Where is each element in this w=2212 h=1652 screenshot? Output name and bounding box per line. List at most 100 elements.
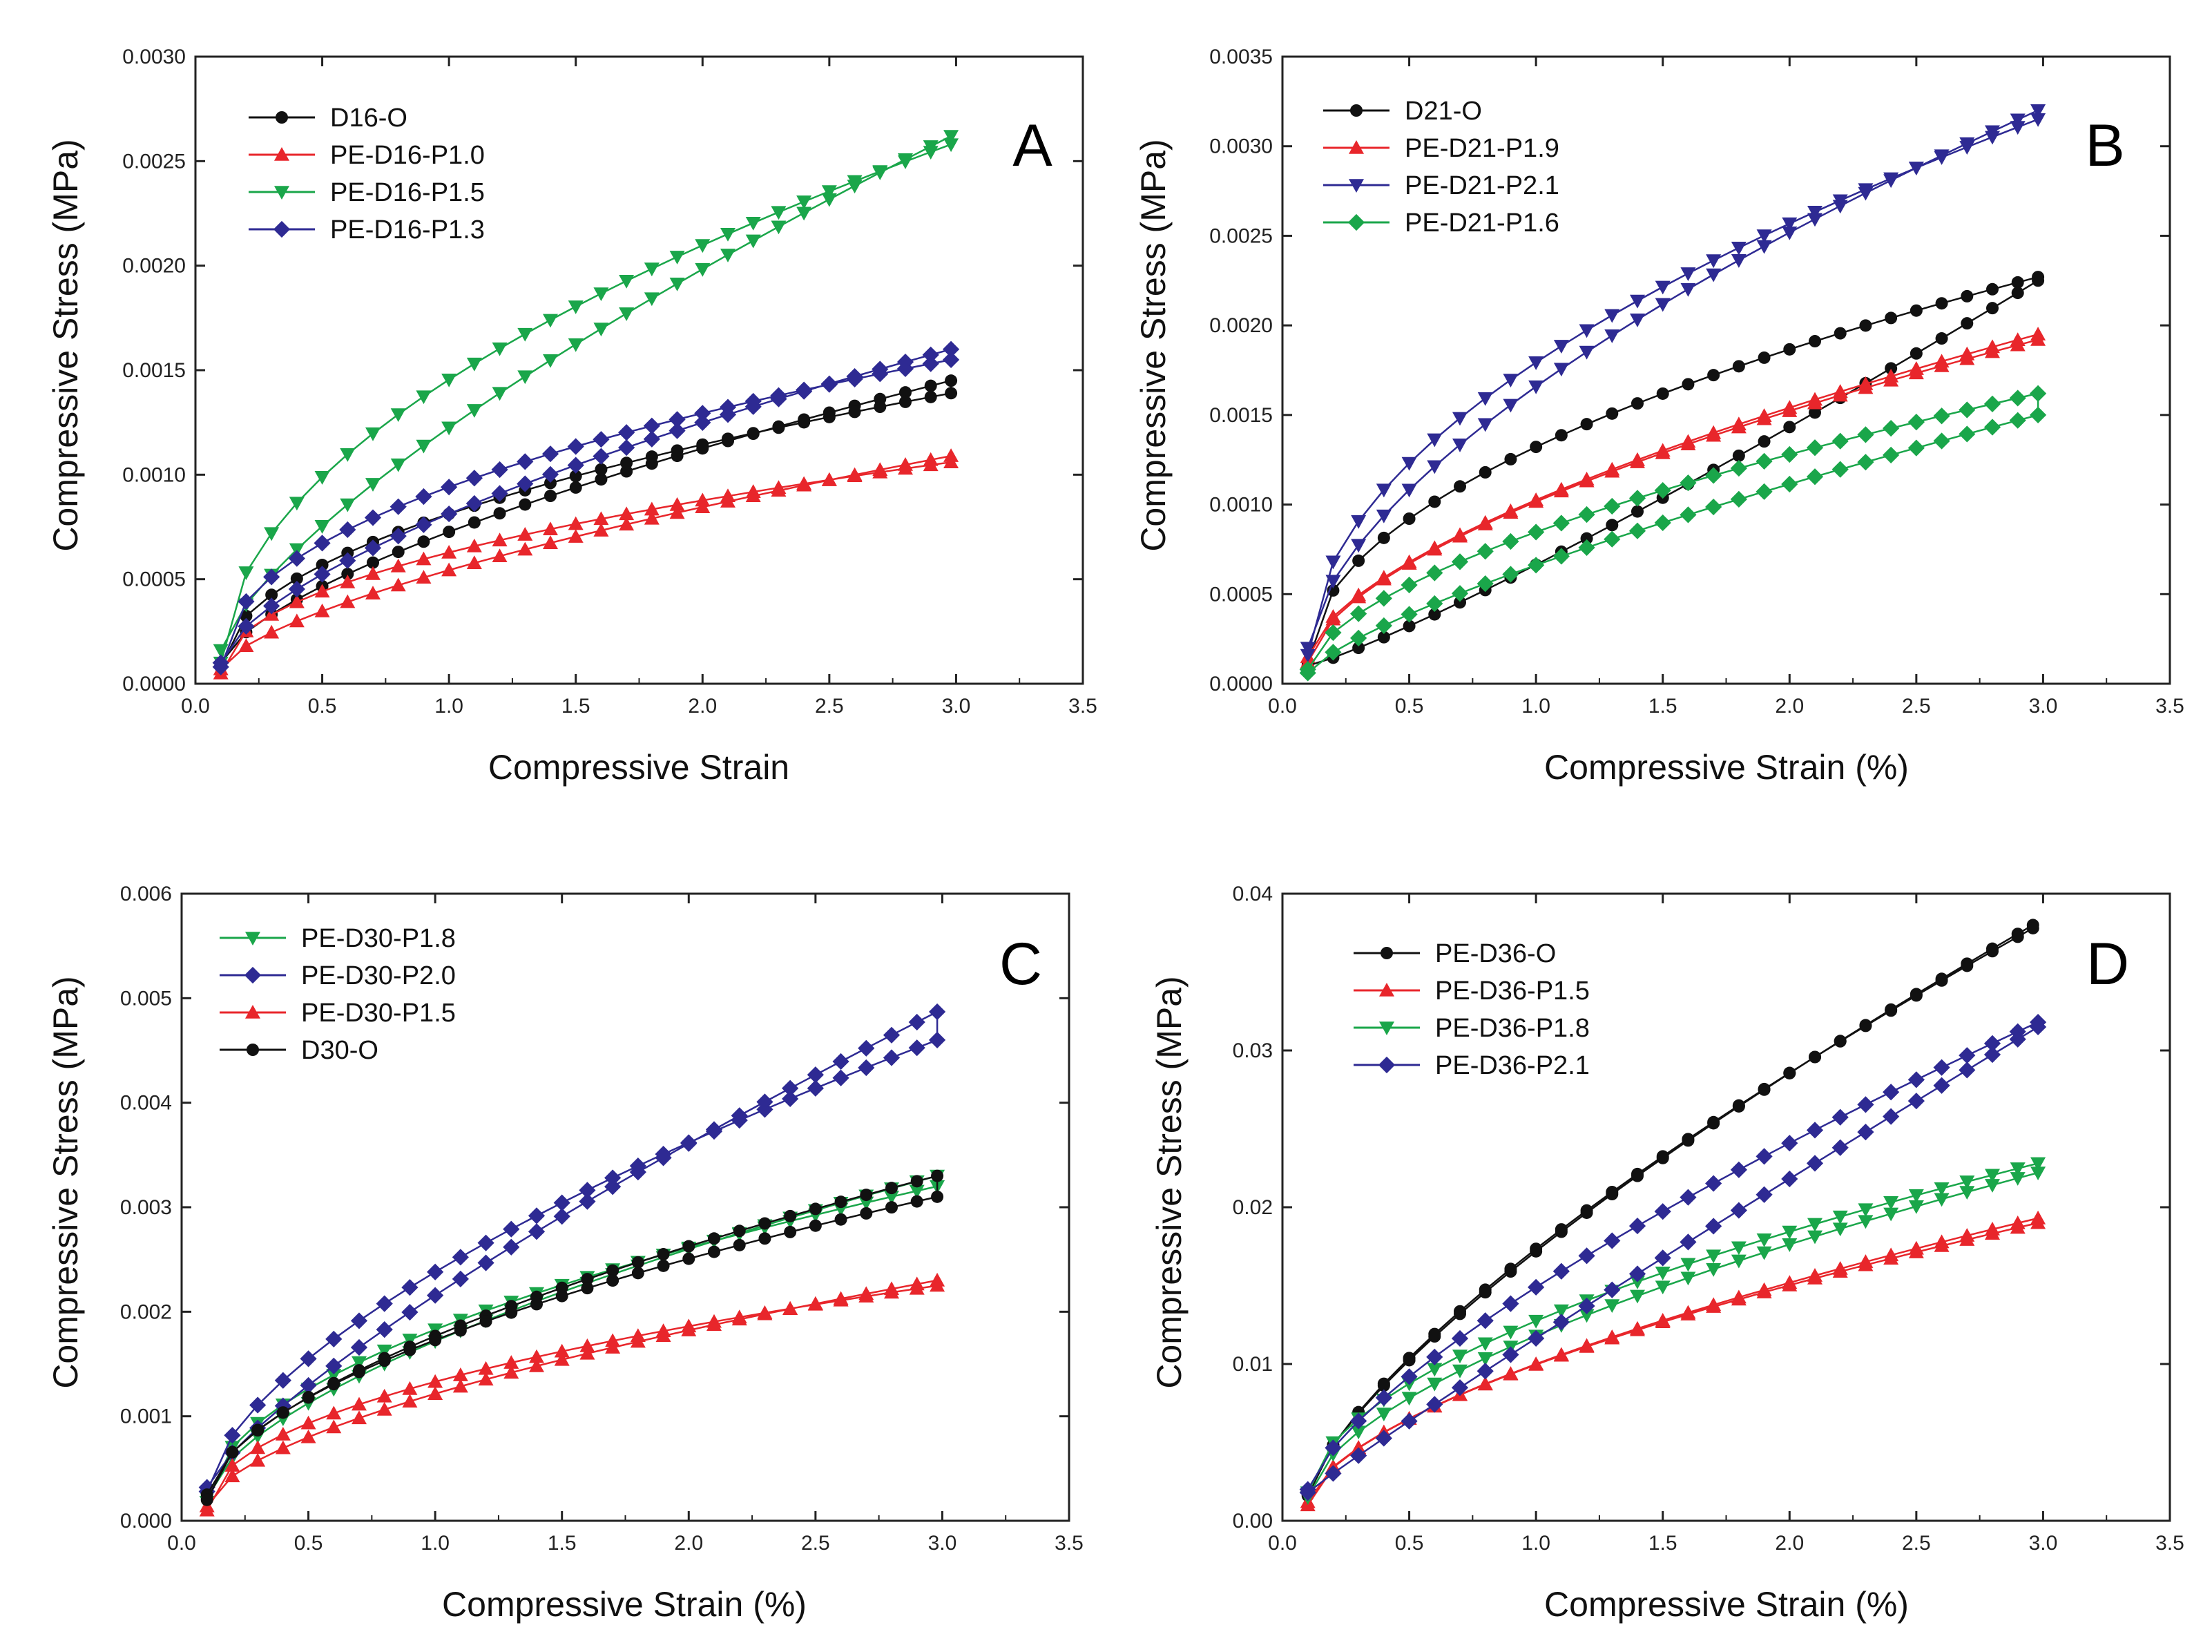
panel-c-data-point xyxy=(403,1343,416,1356)
panel-b-data-point xyxy=(1885,311,1898,325)
panel-b-data-point xyxy=(1680,282,1696,297)
panel-a-data-point xyxy=(517,327,533,342)
panel-c-data-point xyxy=(528,1207,546,1224)
panel-d-data-point xyxy=(2030,1166,2046,1181)
panel-d-xlabel: Compressive Strain (%) xyxy=(1544,1585,1909,1624)
panel-a-data-point xyxy=(543,521,558,535)
panel-d-data-point xyxy=(1350,1447,1367,1464)
panel-b-data-point xyxy=(1300,649,1316,663)
panel-b-data-point xyxy=(1907,414,1925,431)
panel-c-data-point xyxy=(275,1440,291,1454)
panel-c-data-point xyxy=(784,1209,797,1222)
panel-c-data-point xyxy=(581,1282,594,1295)
panel-a-data-point xyxy=(771,220,787,235)
panel-d-data-point xyxy=(1756,1285,1772,1298)
panel-a-xlabel: Compressive Strain xyxy=(488,748,789,787)
panel-b-legend-label: PE-D21-P1.6 xyxy=(1405,209,1559,238)
panel-b-data-point xyxy=(1705,498,1722,516)
panel-a-data-point xyxy=(517,370,533,385)
panel-a-data-point xyxy=(544,477,557,490)
panel-a-data-point xyxy=(263,568,280,586)
panel-d-data-point xyxy=(2009,1030,2026,1048)
panel-b-data-point xyxy=(1782,217,1798,231)
panel-b-data-point xyxy=(1325,575,1341,589)
panel-d-data-point xyxy=(1401,1412,1418,1430)
panel-d-ylabel: Compressive Stress (MPa) xyxy=(1150,976,1189,1388)
panel-a-data-point xyxy=(290,572,303,585)
panel-b-data-point xyxy=(1555,429,1568,442)
panel-d-data-point xyxy=(1758,1082,1771,1095)
panel-a-data-point xyxy=(517,453,534,470)
panel-b-data-point xyxy=(1730,490,1747,508)
panel-b-data-point xyxy=(1782,403,1798,417)
panel-b-data-point xyxy=(1756,411,1772,425)
panel-b-data-point xyxy=(1933,432,1950,450)
panel-d-data-point xyxy=(1578,1247,1595,1265)
panel-c-data-point xyxy=(834,1195,847,1209)
panel-a-x-tick-label: 3.5 xyxy=(1068,695,1097,718)
panel-d-data-point xyxy=(1959,1047,1976,1064)
panel-d-data-point xyxy=(1375,1389,1392,1406)
panel-c-data-point xyxy=(885,1182,898,1195)
panel-b-data-point xyxy=(1985,344,2000,358)
panel-b-data-point xyxy=(1832,387,1848,402)
panel-c-data-point xyxy=(350,1338,368,1356)
panel-b-data-point xyxy=(1832,194,1848,209)
panel-d-data-point xyxy=(1604,1299,1620,1314)
panel-d-data-point xyxy=(1630,1289,1645,1304)
panel-d-data-point xyxy=(1682,1133,1695,1146)
panel-b-data-point xyxy=(1376,571,1392,586)
panel-d-data-point xyxy=(1959,1232,1975,1246)
panel-a-data-point xyxy=(695,239,711,253)
panel-b-data-point xyxy=(1426,564,1443,582)
panel-d-legend-label: PE-D36-P2.1 xyxy=(1435,1051,1590,1080)
panel-b-data-point xyxy=(2029,385,2047,402)
panel-a-ylabel: Compressive Stress (MPa) xyxy=(46,139,85,551)
panel-a-data-point xyxy=(618,424,635,441)
panel-a-data-point xyxy=(289,594,305,608)
panel-a-data-point xyxy=(466,538,482,553)
panel-c-data-point xyxy=(224,1468,240,1483)
panel-d-y-tick-label: 0.00 xyxy=(1233,1510,1273,1533)
panel-d-data-point xyxy=(1454,1305,1466,1318)
panel-d-data-point xyxy=(1401,1368,1418,1385)
panel-a-data-point xyxy=(669,251,685,265)
panel-c-data-point xyxy=(928,1003,946,1021)
panel-a-data-point xyxy=(415,516,432,533)
panel-a-legend-label: PE-D16-P1.0 xyxy=(330,141,485,170)
panel-b-data-point xyxy=(1350,629,1367,646)
panel-d-data-point xyxy=(1883,1084,1900,1101)
panel-d-y-tick-label: 0.01 xyxy=(1233,1353,1273,1376)
panel-c-data-point xyxy=(885,1201,898,1214)
panel-b-data-point xyxy=(1907,439,1925,457)
panel-d-data-point xyxy=(1705,1218,1722,1235)
panel-d-data-point xyxy=(1655,1267,1671,1280)
panel-d-data-point xyxy=(1325,1465,1342,1482)
panel-b-data-point xyxy=(1630,454,1645,468)
panel-d-data-point xyxy=(1427,1363,1443,1377)
panel-c-data-point xyxy=(705,1123,723,1140)
panel-b-x-tick-label: 0.0 xyxy=(1268,695,1297,718)
panel-a-data-point xyxy=(416,570,432,584)
panel-b-data-point xyxy=(1910,347,1923,360)
panel-b-data-point xyxy=(1756,240,1772,254)
panel-b-data-point xyxy=(1885,362,1898,375)
panel-c-data-point xyxy=(782,1300,798,1315)
panel-d-data-point xyxy=(1401,1392,1417,1406)
panel-d-data-point xyxy=(1782,1238,1798,1252)
panel-b-data-point xyxy=(1606,519,1619,532)
panel-a-data-point xyxy=(466,357,482,372)
panel-c-data-point xyxy=(782,1090,799,1108)
panel-d-data-point xyxy=(1477,1352,1493,1366)
panel-b-data-point xyxy=(1528,524,1545,541)
panel-a-data-point xyxy=(465,494,483,512)
panel-c-data-point xyxy=(553,1194,570,1211)
panel-c-x-tick-label: 3.0 xyxy=(928,1532,957,1555)
panel-c-legend-label: PE-D30-P1.5 xyxy=(301,999,456,1028)
panel-c-data-point xyxy=(326,1369,342,1383)
panel-a-data-point xyxy=(643,417,660,434)
panel-b-data-point xyxy=(1910,304,1923,317)
panel-b-data-point xyxy=(1655,298,1671,312)
panel-a-data-point xyxy=(340,448,356,462)
